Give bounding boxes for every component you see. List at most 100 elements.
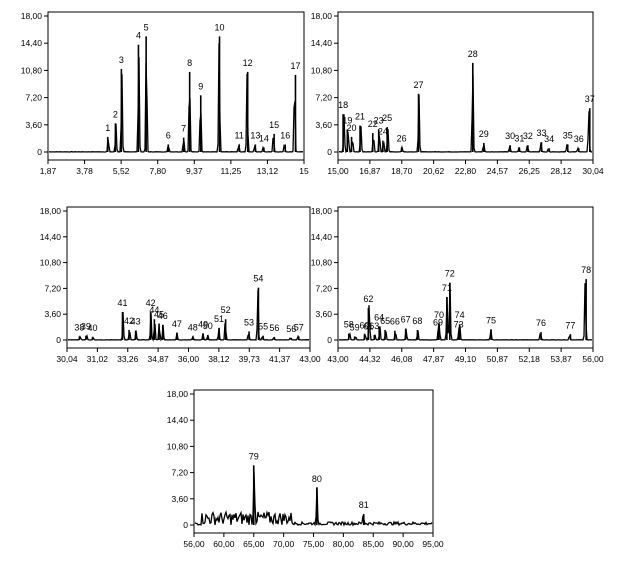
x-tick-label: 1,87	[40, 166, 57, 176]
y-tick-label: 7,20	[315, 93, 332, 103]
peak-label-6: 6	[166, 130, 171, 140]
chromatogram-trace	[67, 289, 310, 343]
peak-label-56: 56	[286, 324, 296, 334]
y-tick-label: 14,40	[311, 38, 333, 48]
peak-label-64: 64	[374, 312, 384, 322]
x-tick-label: 18,70	[391, 166, 413, 176]
x-tick-label: 43,00	[327, 354, 349, 364]
peak-label-36: 36	[574, 134, 584, 144]
peak-label-78: 78	[581, 265, 591, 275]
peak-label-24: 24	[378, 127, 388, 137]
y-tick-label: 3,60	[44, 309, 61, 319]
x-tick-label: 16,87	[359, 166, 381, 176]
y-tick-label: 10,80	[167, 441, 189, 451]
x-tick-label: 70,00	[273, 539, 295, 549]
peak-label-50: 50	[203, 321, 213, 331]
y-tick-label: 3,60	[25, 120, 42, 130]
x-tick-label: 5,52	[113, 166, 130, 176]
peak-label-70: 70	[434, 310, 444, 320]
peak-label-7: 7	[181, 124, 186, 134]
x-tick-label: 60,00	[213, 539, 235, 549]
y-tick-label: 3,60	[171, 494, 188, 504]
peak-label-51: 51	[214, 314, 224, 324]
peak-label-11: 11	[234, 130, 243, 140]
y-tick-label: 0	[37, 147, 42, 157]
peak-label-14: 14	[259, 133, 269, 143]
y-tick-label: 3,60	[315, 120, 332, 130]
peak-label-52: 52	[221, 305, 231, 315]
peak-label-74: 74	[455, 310, 465, 320]
peak-label-69: 69	[433, 317, 443, 327]
x-tick-label: 44,32	[359, 354, 381, 364]
peak-label-77: 77	[565, 320, 575, 330]
peak-label-35: 35	[563, 130, 573, 140]
peak-label-73: 73	[454, 320, 464, 330]
peak-label-30: 30	[505, 131, 515, 141]
x-tick-label: 56,00	[582, 354, 604, 364]
peak-label-48: 48	[188, 322, 198, 332]
chromatogram-trace	[48, 43, 304, 153]
peak-label-67: 67	[401, 315, 411, 325]
x-tick-label: 90,00	[392, 539, 414, 549]
chart-panel-3: 0 3,60 7,20 10,80 14,40 18,00 30,04 31,02 33,26 3…	[40, 206, 321, 364]
peak-label-58: 58	[344, 320, 354, 330]
peak-label-81: 81	[359, 500, 369, 510]
peak-label-2: 2	[113, 109, 118, 119]
chromatogram-trace	[194, 471, 433, 527]
peak-label-20: 20	[347, 123, 357, 133]
x-tick-label: 15,00	[327, 166, 349, 176]
y-tick-label: 0	[56, 335, 61, 345]
peak-label-8: 8	[187, 58, 192, 68]
peak-label-65: 65	[380, 316, 390, 326]
peak-label-75: 75	[486, 315, 496, 325]
x-tick-label: 20,62	[423, 166, 445, 176]
x-tick-label: 34,87	[147, 354, 169, 364]
peak-label-80: 80	[312, 474, 322, 484]
peak-label-57: 57	[294, 322, 304, 332]
peak-label-32: 32	[523, 131, 533, 141]
peak-label-25: 25	[382, 113, 392, 123]
peak-label-27: 27	[414, 80, 424, 90]
x-tick-label: 38,12	[208, 354, 230, 364]
x-tick-label: 53,87	[550, 354, 572, 364]
peak-label-47: 47	[172, 319, 182, 329]
chart-panel-5: 0 3,60 7,20 10,80 14,40 18,00 56,00 60,00 65,00 7…	[167, 389, 444, 549]
peak-label-5: 5	[144, 22, 149, 32]
x-tick-label: 80,00	[333, 539, 355, 549]
peak-label-13: 13	[250, 130, 260, 140]
x-tick-label: 31,02	[87, 354, 109, 364]
peak-label-26: 26	[397, 133, 407, 143]
y-tick-label: 18,00	[311, 11, 333, 21]
y-tick-label: 7,20	[44, 283, 61, 293]
peak-label-16: 16	[280, 130, 290, 140]
x-tick-label: 9,37	[186, 166, 203, 176]
peak-label-22: 22	[368, 119, 378, 129]
peak-label-19: 19	[342, 115, 352, 125]
x-tick-label: 49,10	[455, 354, 477, 364]
y-tick-label: 14,40	[311, 232, 333, 242]
peak-label-60: 60	[359, 320, 369, 330]
x-tick-label: 75,00	[303, 539, 325, 549]
y-tick-label: 10,80	[311, 65, 333, 75]
peak-label-46: 46	[158, 311, 168, 321]
x-tick-label: 13,12	[257, 166, 279, 176]
peak-label-38: 38	[74, 322, 84, 332]
peak-label-62: 62	[363, 294, 373, 304]
y-tick-label: 7,20	[25, 93, 42, 103]
peak-label-66: 66	[390, 317, 400, 327]
peak-label-29: 29	[479, 129, 489, 139]
peak-label-79: 79	[249, 451, 259, 461]
plot-frame	[47, 11, 305, 161]
peak-label-23: 23	[374, 115, 384, 125]
y-tick-label: 0	[327, 335, 332, 345]
y-tick-label: 14,40	[21, 38, 43, 48]
peak-label-41: 41	[117, 298, 127, 308]
x-tick-label: 26,25	[519, 166, 541, 176]
peak-label-43: 43	[131, 317, 141, 327]
peak-label-59: 59	[350, 322, 360, 332]
peak-label-53: 53	[244, 317, 254, 327]
x-tick-label: 24,57	[487, 166, 509, 176]
x-tick-label: 65,00	[243, 539, 265, 549]
y-tick-label: 3,60	[315, 309, 332, 319]
